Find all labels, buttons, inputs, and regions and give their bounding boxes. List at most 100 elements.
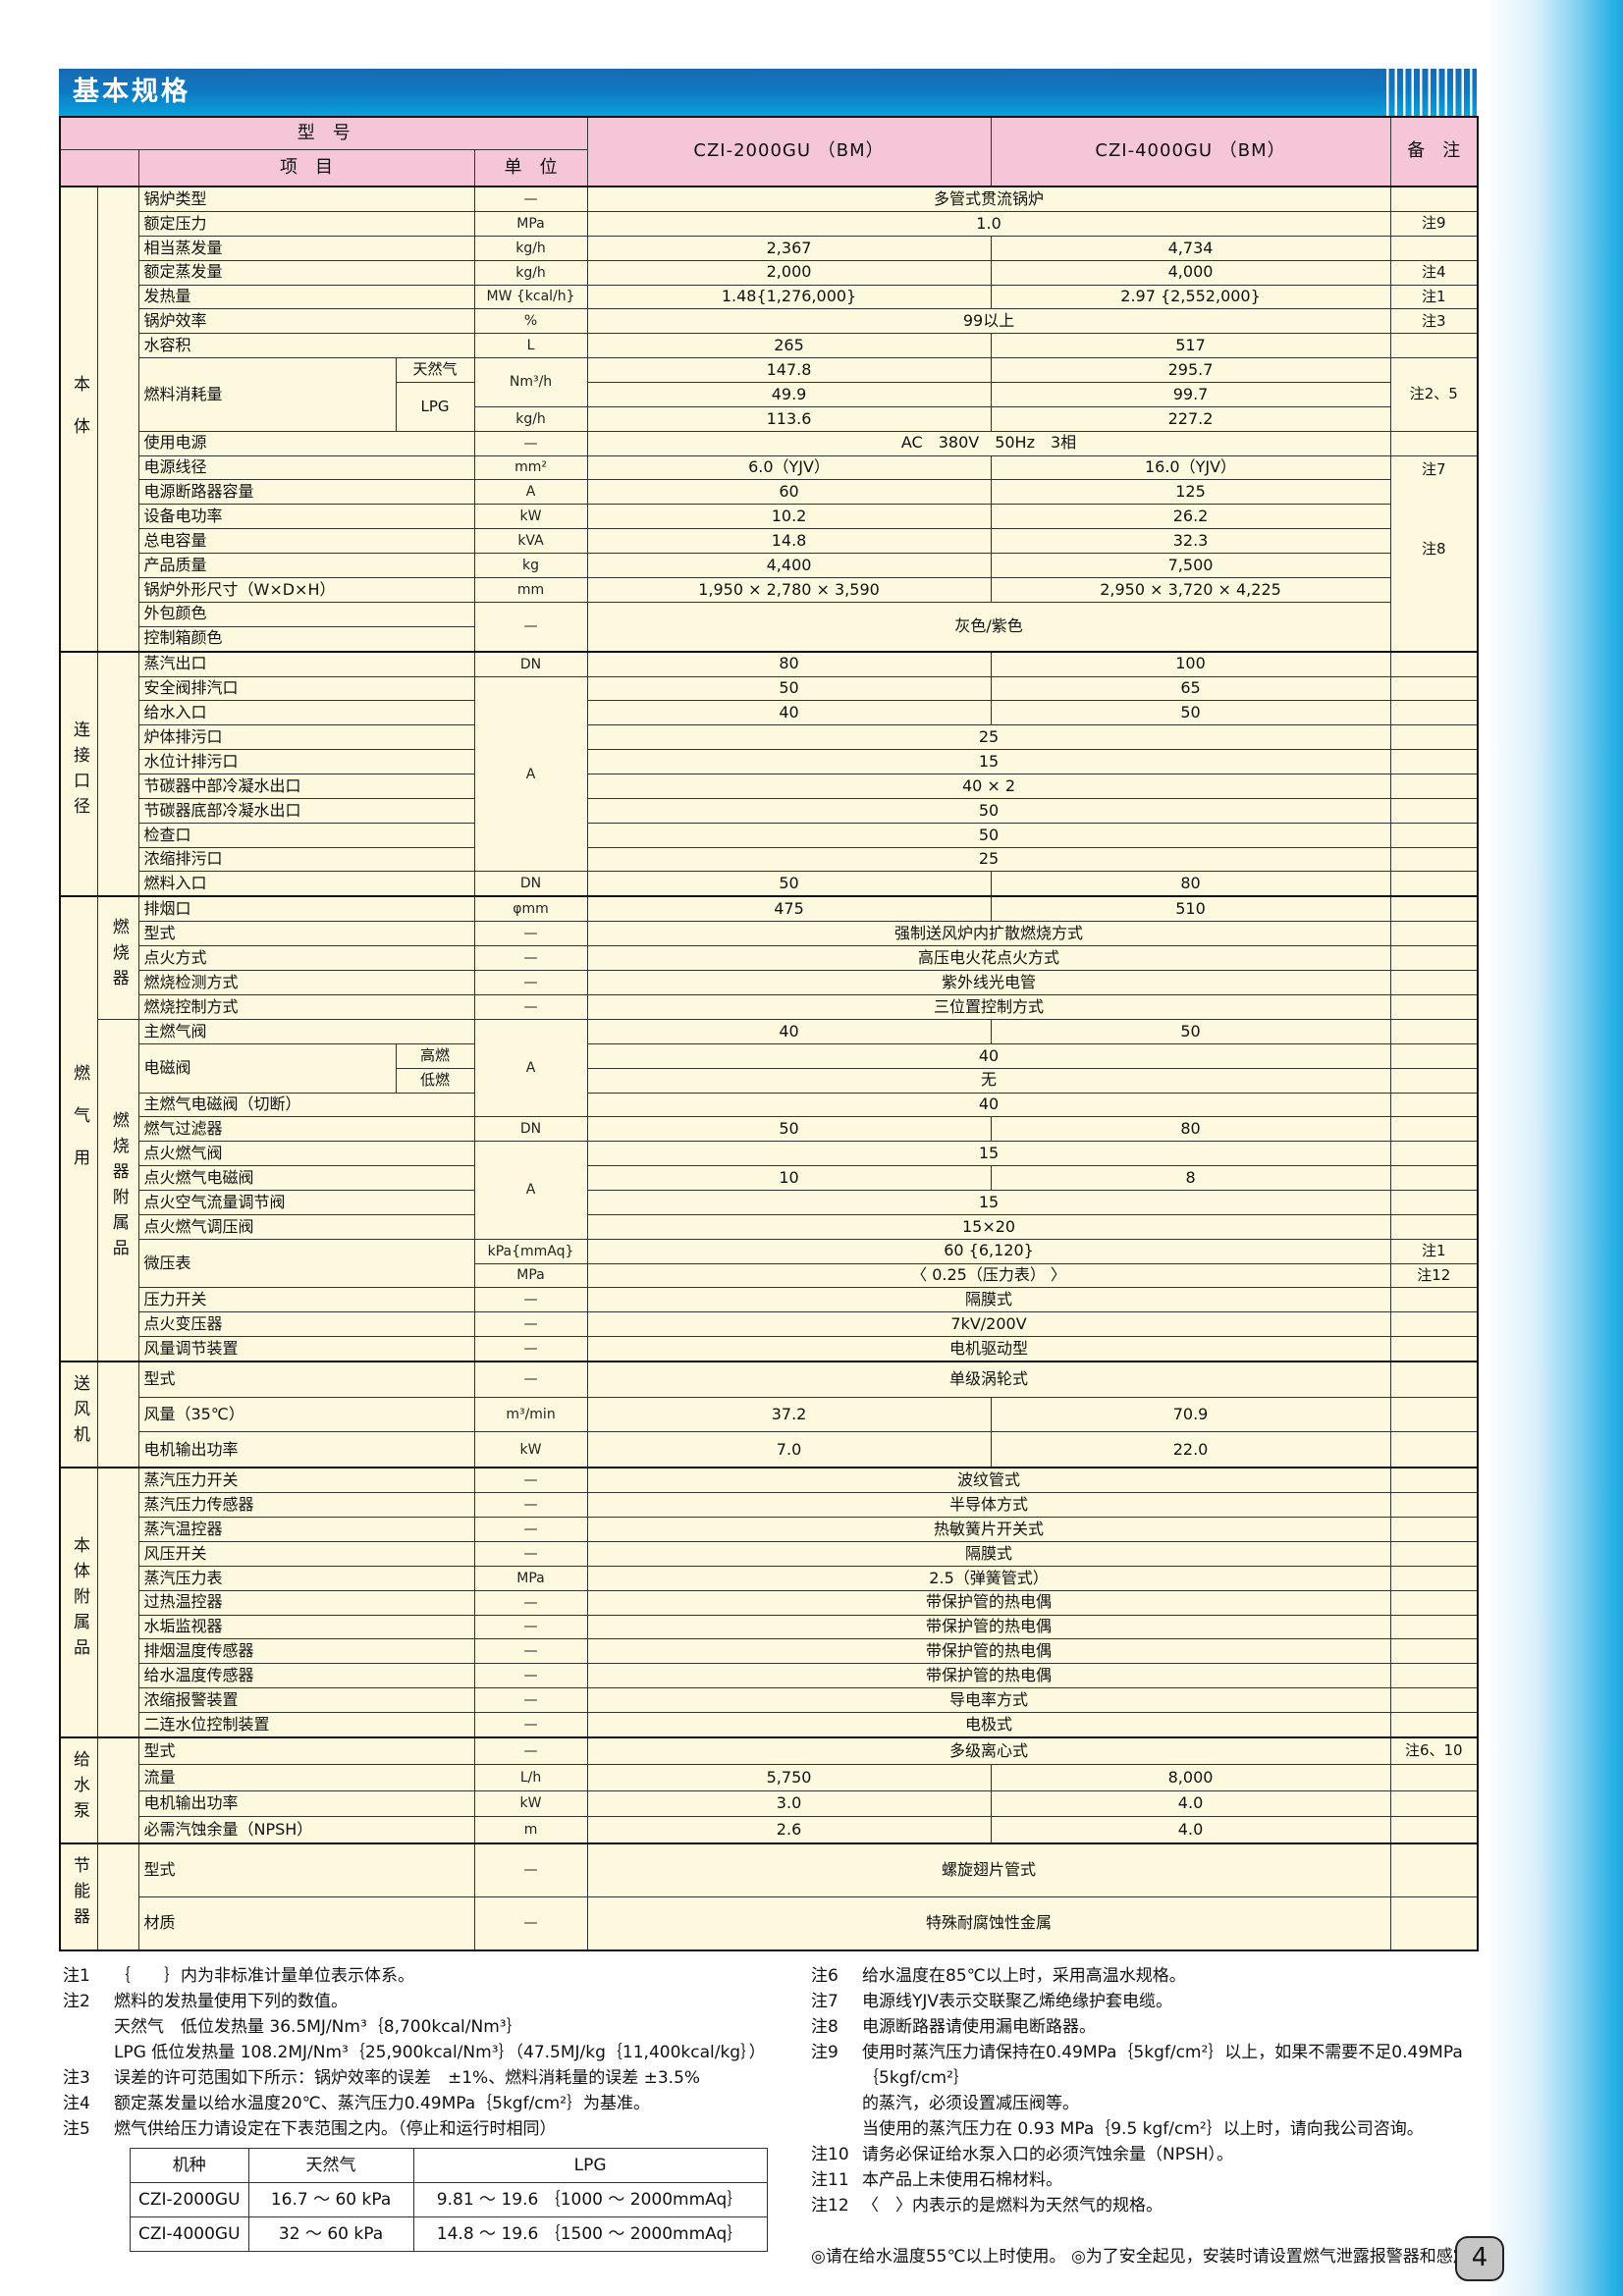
spec-value: 15 <box>586 749 1391 775</box>
spec-remark <box>1389 895 1479 923</box>
spec-unit: — <box>473 945 588 972</box>
table-row: 电磁阀 高燃 40 <box>60 1042 1479 1094</box>
subsection-label: 燃烧器 <box>96 895 139 1020</box>
gas-table-cell: 32 ～ 60 kPa <box>247 2216 414 2252</box>
spec-value: 125 <box>990 479 1391 506</box>
spec-unit: DN <box>473 871 588 897</box>
footnote-label: 注2 <box>63 1992 90 2011</box>
spec-remark: 注1 <box>1389 1238 1479 1264</box>
spec-item-label: 外包颜色 <box>137 601 475 627</box>
spec-unit: kg/h <box>473 259 588 286</box>
spec-item-label: 产品质量 <box>137 553 475 578</box>
spec-value: 60 <box>586 479 992 506</box>
spec-value: 7,500 <box>990 553 1391 578</box>
spec-value: 4.0 <box>990 1816 1391 1844</box>
footnote-line: 误差的许可范围如下所示：锅炉效率的误差 ±1%、燃料消耗量的误差 ±3.5% <box>114 2068 701 2088</box>
spec-remark: 注6、10 <box>1389 1736 1479 1765</box>
spec-value: 60 {6,120} <box>586 1238 1391 1264</box>
spec-value: 8,000 <box>990 1763 1391 1791</box>
spec-unit: — <box>473 1336 588 1362</box>
footnote-line: 当使用的蒸汽压力在 0.93 MPa｛9.5 kgf/cm²｝以上时，请向我公司… <box>862 2119 1424 2139</box>
spec-value: 高压电火花点火方式 <box>586 945 1391 972</box>
spec-value: 15 <box>586 1141 1391 1167</box>
spec-unit: — <box>473 1287 588 1313</box>
spec-item-label: 主燃气阀 <box>137 1018 475 1044</box>
footnote-label: 注5 <box>63 2119 90 2139</box>
table-row: 电源线径 mm² 6.0（YJV） 16.0（YJV） 注7 注8 <box>60 454 1479 653</box>
spec-value: 265 <box>586 333 992 359</box>
gas-table-cell: CZI-4000GU <box>130 2216 249 2252</box>
spec-item-label: 电机输出功率 <box>137 1789 475 1818</box>
spec-item-label: 使用电源 <box>137 430 475 456</box>
spec-value: 带保护管的热电偶 <box>586 1663 1391 1689</box>
spec-value: 40 <box>586 700 992 726</box>
spec-item-label: 点火燃气阀 <box>137 1141 475 1167</box>
spec-value: 2,950 × 3,720 × 4,225 <box>990 576 1391 603</box>
spec-value: 隔膜式 <box>586 1287 1391 1313</box>
spec-item-label: 材质 <box>137 1896 475 1951</box>
spec-unit: — <box>473 1589 588 1616</box>
footnote: 注5 燃气供给压力请设定在下表范围之内。（停止和运行时相同） <box>63 2116 809 2142</box>
spec-item-label: 型式 <box>137 1361 475 1398</box>
spec-value: 32.3 <box>990 528 1391 555</box>
spec-value: 80 <box>990 1116 1391 1143</box>
spec-value: 40 <box>586 1042 1391 1069</box>
spec-value: 1.48{1,276,000} <box>586 284 992 310</box>
spec-unit: — <box>473 601 588 653</box>
spec-item-label: 设备电功率 <box>137 504 475 530</box>
spec-unit: kg/h <box>473 405 588 432</box>
header-item-label: 项 目 <box>137 149 475 187</box>
spec-unit: — <box>473 1614 588 1640</box>
spec-value: AC 380V 50Hz 3相 <box>586 430 1391 456</box>
spec-item-label: 蒸汽压力开关 <box>137 1467 475 1494</box>
spec-item-label: 燃气过滤器 <box>137 1116 475 1143</box>
table-row: 风量调节装置 — 电机驱动型 <box>60 1336 1479 1362</box>
spec-unit: kPa{mmAq} <box>473 1238 588 1264</box>
spec-value: 25 <box>586 846 1391 873</box>
spec-value: 2.6 <box>586 1816 992 1844</box>
subsection-label <box>96 1361 139 1468</box>
table-row: MPa 〈 0.25（压力表） 〉注12 <box>60 1262 1479 1289</box>
spec-value: 强制送风炉内扩散燃烧方式 <box>586 921 1391 947</box>
footnotes-left-column: 注1 ｛ ｝内为非标准计量单位表示体系。 注2 燃料的发热量使用下列的数值。 天然气 低… <box>63 1963 809 2252</box>
spec-remark <box>1389 1336 1479 1362</box>
table-row: 材质 — 特殊耐腐蚀性金属 <box>60 1896 1479 1951</box>
spec-value: 7kV/200V <box>586 1311 1391 1338</box>
table-row: 燃料入口 DN 50 80 <box>60 871 1479 897</box>
table-row: 低燃 无 <box>60 1067 1479 1094</box>
spec-table: 型 号 CZI-2000GU （BM） CZI-4000GU （BM） 备 注 … <box>59 116 1480 1951</box>
spec-value: 7.0 <box>586 1431 992 1468</box>
spec-item-label: 压力开关 <box>137 1287 475 1313</box>
table-row: 燃烧检测方式 — 紫外线光电管 <box>60 970 1479 996</box>
subsection-label <box>96 1842 139 1951</box>
footnote-line: 额定蒸发量以给水温度20℃、蒸汽压力0.49MPa｛5kgf/cm²｝为基准。 <box>114 2094 651 2113</box>
spec-remark <box>1389 1287 1479 1313</box>
spec-value: 295.7 <box>990 357 1391 384</box>
spec-unit: — <box>473 1712 588 1738</box>
footnote: 注6 给水温度在85℃以上时，采用高温水规格。 <box>811 1963 1518 1989</box>
spec-remark <box>1389 1816 1479 1844</box>
spec-unit: A <box>473 675 588 873</box>
spec-remark: 注1 <box>1389 284 1479 310</box>
spec-unit: MPa <box>473 211 588 237</box>
page-number: 4 <box>1471 2243 1488 2272</box>
spec-value: 1,950 × 2,780 × 3,590 <box>586 576 992 603</box>
spec-item-label: 额定压力 <box>137 211 475 237</box>
spec-unit: kW <box>473 1431 588 1468</box>
spec-unit: — <box>473 430 588 456</box>
table-row: 必需汽蚀余量（NPSH） m 2.6 4.0 <box>60 1816 1479 1844</box>
spec-value: 15 <box>586 1189 1391 1215</box>
spec-value: 4,000 <box>990 259 1391 286</box>
table-row: 型式 — 强制送风炉内扩散燃烧方式 <box>60 921 1479 947</box>
spec-unit: — <box>473 1311 588 1338</box>
spec-item-label: 风压开关 <box>137 1541 475 1567</box>
table-row: 点火燃气阀 A 15 <box>60 1141 1479 1240</box>
table-row: 蒸汽压力传感器 — 半导体方式 <box>60 1492 1479 1519</box>
spec-item-label: 锅炉类型 <box>137 186 475 212</box>
gas-table-row: CZI-4000GU 32 ～ 60 kPa 14.8 ～ 19.6 ｛1500 ～… <box>130 2216 768 2252</box>
table-row: 炉体排污口 25 <box>60 724 1479 751</box>
spec-unit: mm <box>473 576 588 603</box>
spec-item-label: 型式 <box>137 1736 475 1765</box>
spec-item-label: 安全阀排汽口 <box>137 675 475 702</box>
spec-value: 50 <box>586 797 1391 824</box>
